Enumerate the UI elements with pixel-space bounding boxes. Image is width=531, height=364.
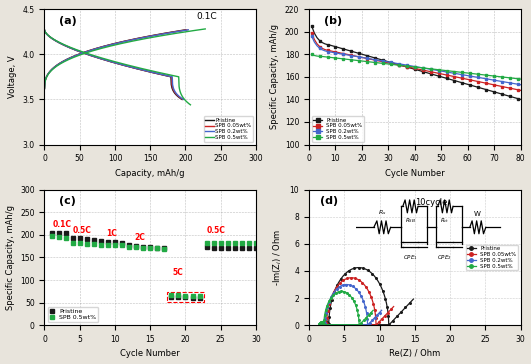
Legend: Pristine, SPB 0.05wt%, SPB 0.2wt%, SPB 0.5wt%: Pristine, SPB 0.05wt%, SPB 0.2wt%, SPB 0…: [204, 116, 253, 142]
Y-axis label: -Im(Z$_i$) / Ohm: -Im(Z$_i$) / Ohm: [272, 229, 284, 286]
Text: 0.5C: 0.5C: [207, 226, 226, 235]
Text: 0.1C: 0.1C: [197, 12, 217, 20]
X-axis label: Capacity, mAh/g: Capacity, mAh/g: [115, 169, 185, 178]
Text: (c): (c): [59, 197, 76, 206]
Legend: Pristine, SPB 0.05wt%, SPB 0.2wt%, SPB 0.5wt%: Pristine, SPB 0.05wt%, SPB 0.2wt%, SPB 0…: [466, 245, 518, 270]
Text: (b): (b): [324, 16, 342, 26]
Bar: [167, 292, 204, 302]
Legend: Pristine, SPB 0.5wt%: Pristine, SPB 0.5wt%: [48, 306, 98, 322]
Y-axis label: Specific Capacity, mAh/g: Specific Capacity, mAh/g: [270, 24, 279, 129]
Text: (d): (d): [320, 197, 338, 206]
Text: 0.1C: 0.1C: [53, 220, 72, 229]
Text: 1C: 1C: [107, 229, 117, 238]
X-axis label: Re(Z) / Ohm: Re(Z) / Ohm: [389, 349, 440, 359]
X-axis label: Cycle Number: Cycle Number: [121, 349, 180, 359]
Legend: Pristine, SPB 0.05wt%, SPB 0.2wt%, SPB 0.5wt%: Pristine, SPB 0.05wt%, SPB 0.2wt%, SPB 0…: [312, 116, 364, 142]
Text: 2C: 2C: [135, 233, 145, 242]
Y-axis label: Voltage, V: Voltage, V: [8, 55, 17, 98]
Text: (a): (a): [59, 16, 77, 26]
Text: 0.5C: 0.5C: [73, 226, 91, 235]
X-axis label: Cycle Number: Cycle Number: [385, 169, 444, 178]
Y-axis label: Specific Capacity, mAh/g: Specific Capacity, mAh/g: [5, 205, 14, 310]
Text: 5C: 5C: [173, 269, 184, 277]
